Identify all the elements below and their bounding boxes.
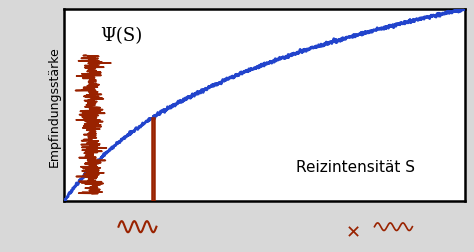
Y-axis label: Empfindungsstärke: Empfindungsstärke bbox=[48, 46, 61, 166]
Text: Reizintensität S: Reizintensität S bbox=[296, 160, 415, 175]
Text: ✕: ✕ bbox=[346, 223, 361, 241]
Text: Ψ(S): Ψ(S) bbox=[100, 27, 142, 45]
